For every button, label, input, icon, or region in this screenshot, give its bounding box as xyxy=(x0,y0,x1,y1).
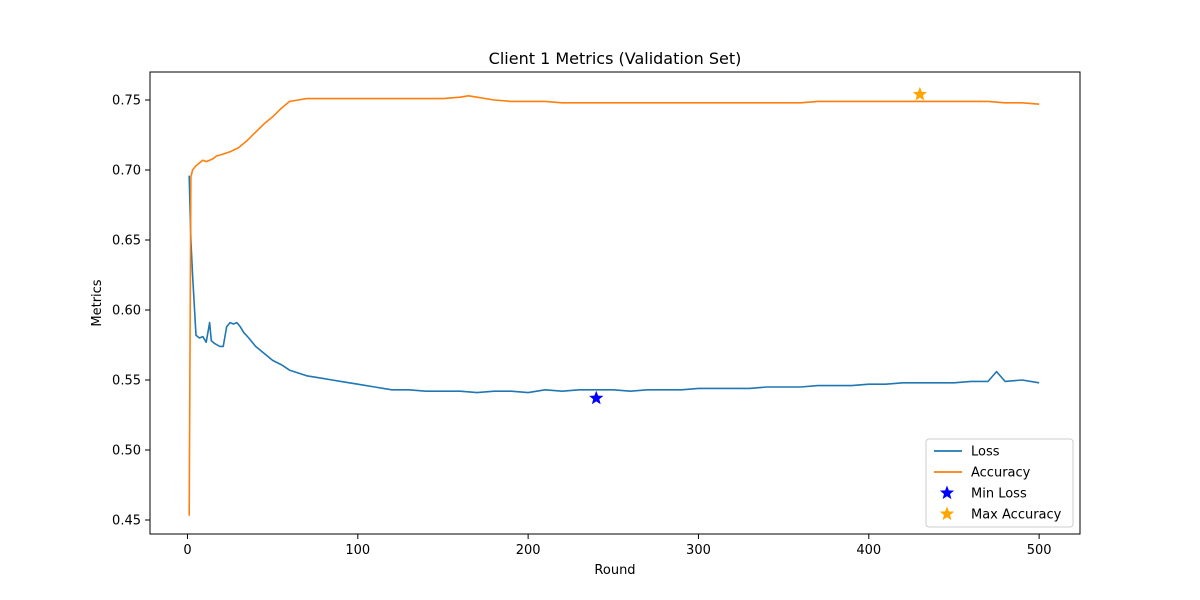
series-line-accuracy xyxy=(188,95,1040,516)
x-tick-label: 400 xyxy=(856,543,881,558)
legend-label-accuracy: Accuracy xyxy=(971,466,1031,481)
marker-min-loss xyxy=(589,390,604,405)
legend-label-min-loss: Min Loss xyxy=(971,487,1027,502)
legend-label-max-accuracy: Max Accuracy xyxy=(971,508,1062,523)
y-tick-label: 0.60 xyxy=(112,304,141,319)
legend-label-loss: Loss xyxy=(971,445,1000,460)
y-tick-label: 0.55 xyxy=(112,374,141,389)
legend-swatch-max-accuracy xyxy=(939,506,955,521)
x-tick-label: 300 xyxy=(686,543,711,558)
plot-area xyxy=(188,86,1040,516)
y-tick-label: 0.70 xyxy=(112,164,141,179)
x-tick-label: 500 xyxy=(1027,543,1052,558)
axes-frame xyxy=(149,71,1081,535)
axis-ticks: 0 100 200 300 400 500 0.45 0.50 0.55 0.60 0.65 0.70… xyxy=(112,94,1051,559)
y-tick-label: 0.50 xyxy=(112,444,141,459)
marker-max-accuracy xyxy=(912,86,928,101)
legend: Loss Accuracy Min Loss Max Accuracy xyxy=(925,438,1074,528)
legend-swatch-min-loss xyxy=(939,485,955,500)
y-tick-label: 0.45 xyxy=(112,514,141,529)
y-tick-label: 0.65 xyxy=(112,234,141,249)
x-tick-label: 200 xyxy=(516,543,541,558)
x-axis-label: Round xyxy=(594,563,635,578)
x-tick-label: 0 xyxy=(183,543,191,558)
y-tick-label: 0.75 xyxy=(112,94,141,109)
legend-box xyxy=(925,438,1074,528)
x-tick-label: 100 xyxy=(345,543,370,558)
series-line-loss xyxy=(188,175,1040,394)
chart-title: Client 1 Metrics (Validation Set) xyxy=(489,49,742,68)
y-axis-label: Metrics xyxy=(90,279,105,326)
